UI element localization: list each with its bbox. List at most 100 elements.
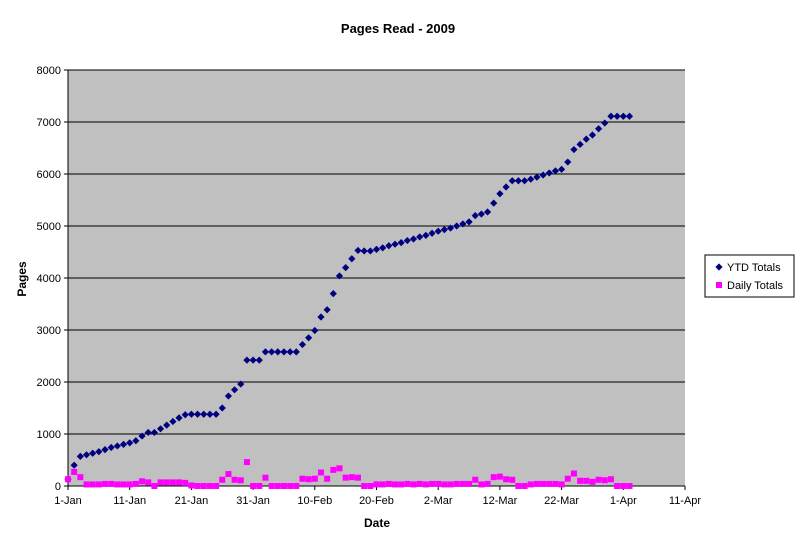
x-tick-label: 31-Jan [236, 495, 270, 507]
daily-point [533, 480, 540, 487]
ytd-point [354, 246, 362, 255]
ytd-point [440, 226, 448, 234]
daily-point [95, 481, 102, 488]
daily-point [398, 481, 405, 488]
daily-point [324, 475, 331, 482]
y-tick-label: 7000 [37, 117, 61, 129]
ytd-point [280, 348, 288, 356]
ytd-point [311, 326, 319, 335]
ytd-point [230, 386, 239, 394]
daily-point [108, 480, 115, 487]
ytd-point [625, 112, 634, 120]
daily-point [601, 477, 608, 484]
daily-point [330, 466, 337, 473]
ytd-point [477, 210, 485, 218]
y-tick-label: 8000 [37, 65, 61, 77]
ytd-point [551, 167, 560, 175]
ytd-point [200, 410, 208, 418]
x-tick-label: 1-Jan [54, 495, 82, 507]
ytd-point [150, 428, 158, 437]
ytd-point [101, 446, 109, 454]
daily-point [139, 478, 146, 485]
daily-point [262, 474, 269, 481]
ytd-point [181, 411, 189, 419]
ytd-point [70, 461, 78, 469]
ytd-point [329, 290, 337, 298]
daily-point [83, 481, 90, 488]
x-axis: 1-Jan 11-Jan 21-Jan 31-Jan 10-Feb 20-Feb 2-Mar… [54, 485, 701, 507]
chart-title: Pages Read - 2009 [341, 21, 455, 36]
daily-point [367, 483, 374, 489]
ytd-point [107, 443, 115, 452]
ytd-point [317, 313, 325, 321]
daily-point [225, 471, 232, 478]
ytd-point [76, 452, 84, 460]
daily-point [299, 475, 306, 482]
daily-point [305, 476, 312, 483]
ytd-point [156, 425, 165, 433]
daily-point [71, 468, 78, 475]
daily-point [268, 483, 275, 489]
y-tick-label: 1000 [37, 429, 61, 441]
daily-point [410, 481, 417, 488]
daily-point [626, 483, 633, 489]
ytd-point [175, 414, 183, 422]
daily-point [361, 483, 368, 489]
daily-point [151, 483, 158, 489]
daily-point [404, 480, 411, 487]
x-tick-label: 12-Mar [482, 495, 517, 507]
x-tick-label: 21-Jan [175, 495, 209, 507]
ytd-point [428, 229, 436, 237]
ytd-point [607, 112, 615, 120]
gridlines [68, 69, 685, 435]
ytd-point [169, 417, 177, 426]
y-tick-label: 3000 [37, 325, 61, 337]
ytd-point [490, 199, 498, 207]
ytd-point [539, 171, 547, 179]
ytd-point [212, 410, 220, 418]
daily-point [206, 483, 213, 489]
ytd-point [298, 340, 307, 349]
ytd-point [243, 356, 251, 364]
daily-point [231, 476, 238, 483]
ytd-point [576, 140, 584, 148]
y-tick-label: 0 [55, 481, 61, 493]
ytd-point [514, 177, 523, 185]
ytd-point [483, 208, 492, 216]
daily-point [435, 480, 442, 487]
daily-point [200, 483, 207, 489]
daily-point [280, 483, 287, 489]
legend-daily-label: Daily Totals [727, 280, 784, 292]
ytd-point [95, 448, 103, 456]
ytd-point [224, 392, 233, 400]
daily-point [373, 481, 380, 488]
ytd-point [465, 218, 473, 226]
daily-point [447, 481, 454, 488]
ytd-point [595, 125, 603, 133]
ytd-point [132, 437, 140, 445]
ytd-point [520, 177, 529, 185]
ytd-point [601, 119, 609, 127]
ytd-point [409, 235, 418, 243]
daily-point [521, 483, 528, 489]
x-tick-label: 22-Mar [544, 495, 579, 507]
daily-point [552, 480, 559, 487]
ytd-point [144, 428, 152, 437]
ytd-point [323, 306, 331, 314]
daily-point [540, 480, 547, 487]
daily-point [595, 476, 602, 483]
daily-point [163, 479, 170, 486]
ytd-point [82, 451, 91, 459]
ytd-point [545, 169, 553, 177]
ytd-point [588, 131, 597, 139]
ytd-point [582, 135, 590, 143]
ytd-point [619, 112, 627, 120]
ytd-point [218, 404, 226, 412]
daily-point [348, 474, 355, 481]
daily-point [392, 481, 399, 488]
daily-point [385, 480, 392, 487]
legend-ytd-label: YTD Totals [727, 262, 781, 274]
ytd-point [274, 348, 282, 356]
ytd-point [379, 244, 387, 252]
ytd-point [471, 212, 479, 220]
